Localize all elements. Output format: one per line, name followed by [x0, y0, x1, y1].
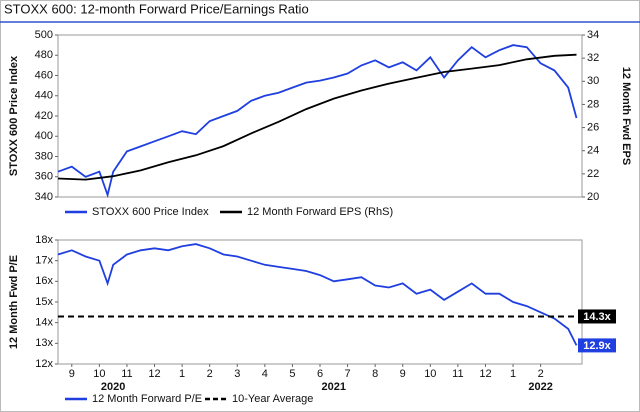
y-tick-label: 15x — [35, 296, 53, 308]
x-tick-label: 1 — [510, 368, 516, 380]
x-tick-label: 7 — [345, 368, 351, 380]
value-label: 12.9x — [583, 340, 611, 352]
series-line — [57, 44, 578, 199]
y2-tick-label: 20 — [587, 191, 599, 203]
x-tick-label: 10 — [93, 368, 105, 380]
x-tick-label: 11 — [452, 368, 463, 380]
x-tick-label: 10 — [424, 368, 436, 380]
x-tick-label: 3 — [234, 368, 240, 380]
legend-label: STOXX 600 Price Index — [92, 206, 209, 218]
y-tick-label: 14x — [35, 317, 53, 329]
x-tick-label: 1 — [179, 368, 185, 380]
x-tick-label: 5 — [289, 368, 295, 380]
value-label: 14.3x — [583, 311, 611, 323]
y-tick-label: 12x — [35, 358, 53, 370]
x-tick-label: 6 — [317, 368, 323, 380]
y-tick-label: 400 — [35, 130, 53, 142]
y2-tick-label: 22 — [587, 168, 599, 180]
y-tick-label: 360 — [35, 171, 53, 183]
x-tick-label: 9 — [400, 368, 406, 380]
y2-tick-label: 30 — [587, 75, 599, 87]
series-line — [57, 243, 578, 346]
plot-frame — [57, 239, 583, 365]
x-tick-label: 12 — [479, 368, 491, 380]
x-tick-label: 12 — [148, 368, 160, 380]
y-tick-label: 13x — [35, 337, 53, 349]
year-label: 2020 — [101, 381, 125, 393]
series-line — [57, 53, 577, 181]
y-tick-label: 420 — [35, 110, 53, 122]
year-label: 2021 — [322, 381, 346, 393]
x-tick-label: 2 — [207, 368, 213, 380]
y-tick-label: 380 — [35, 150, 53, 162]
y-tick-label: 480 — [35, 49, 53, 61]
x-tick-label: 8 — [372, 368, 378, 380]
year-label: 2022 — [528, 381, 552, 393]
y2-tick-label: 24 — [587, 145, 599, 157]
y-tick-label: 17x — [35, 255, 53, 267]
legend-label: 12 Month Forward P/E — [92, 393, 202, 405]
value-label-box — [578, 309, 616, 324]
x-tick-label: 4 — [262, 368, 268, 380]
y-axis-title: 12 Month Fwd P/E — [8, 255, 20, 349]
x-tick-label: 2 — [538, 368, 544, 380]
x-tick-label: 9 — [69, 368, 75, 380]
y-tick-label: 500 — [35, 29, 53, 41]
y-axis-title: STOXX 600 Price Index — [8, 55, 20, 176]
y2-axis-title: 12 Month Fwd EPS — [620, 67, 632, 165]
y2-tick-label: 34 — [587, 29, 599, 41]
x-tick-label: 11 — [121, 368, 132, 380]
y-tick-label: 460 — [35, 69, 53, 81]
y2-tick-label: 32 — [587, 52, 599, 64]
y-tick-label: 18x — [35, 234, 53, 246]
legend-label: 12 Month Forward EPS (RhS) — [247, 206, 393, 218]
y2-tick-label: 28 — [587, 98, 599, 110]
value-label-box — [578, 338, 616, 353]
plot-frame — [57, 34, 583, 198]
y2-tick-label: 26 — [587, 121, 599, 133]
chart-title: STOXX 600: 12-month Forward Price/Earnin… — [4, 1, 309, 16]
legend-label: 10-Year Average — [232, 393, 313, 405]
y-tick-label: 340 — [35, 191, 53, 203]
y-tick-label: 440 — [35, 90, 53, 102]
y-tick-label: 16x — [35, 275, 53, 287]
